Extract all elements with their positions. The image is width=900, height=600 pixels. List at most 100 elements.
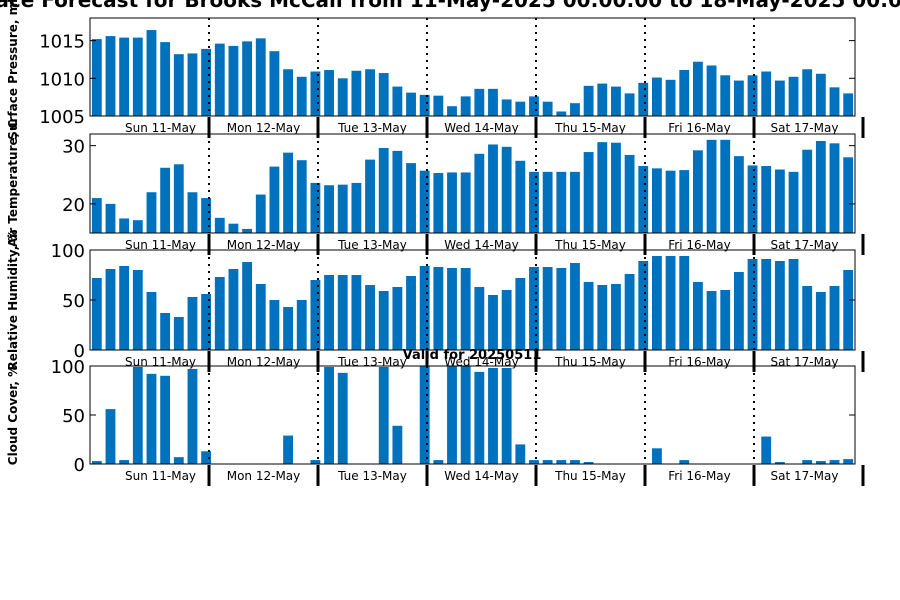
cloud-cover-bar (378, 366, 389, 464)
pressure-ytick-label: 1005 (39, 107, 85, 128)
pressure-bar (774, 80, 785, 116)
pressure-bar (747, 75, 758, 116)
temperature-bar (788, 171, 799, 233)
pressure-bar (173, 54, 184, 116)
pressure-bar (706, 65, 717, 116)
pressure-day-label: Fri 16-May (668, 121, 731, 135)
humidity-bar (378, 291, 389, 350)
temperature-bar (419, 170, 430, 233)
pressure-bar (406, 92, 416, 116)
humidity-bar (337, 275, 348, 350)
humidity-bar (788, 259, 799, 350)
temperature-bar (160, 167, 171, 233)
cloud-cover-bar (187, 368, 198, 464)
temperature-bar (105, 203, 116, 233)
temperature-bar (378, 147, 389, 233)
valid-date-label: Valid for 20250511 (403, 348, 542, 363)
pressure-bar (242, 41, 253, 117)
pressure-bar (132, 37, 143, 116)
temperature-bar (187, 192, 198, 233)
humidity-ytick-label: 50 (62, 291, 85, 312)
humidity-bar (843, 270, 854, 350)
cloud-cover-day-label: Fri 16-May (668, 469, 731, 483)
humidity-bar (173, 317, 184, 350)
pressure-bar (665, 79, 676, 116)
cloud-cover-bar (201, 451, 212, 464)
pressure-bar (679, 70, 690, 116)
humidity-day-label: Tue 13-May (337, 355, 407, 369)
humidity-day-label: Sun 11-May (125, 355, 196, 369)
humidity-bar (310, 280, 321, 350)
temperature-bar (529, 171, 539, 233)
pressure-bar (365, 69, 375, 116)
pressure-bar (488, 88, 498, 116)
temperature-bar (829, 143, 840, 233)
temperature-bar (556, 171, 567, 233)
humidity-bar (269, 300, 280, 350)
pressure-bar (788, 76, 799, 116)
temperature-bar (337, 184, 348, 233)
temperature-bar (624, 154, 635, 233)
humidity-bar (228, 269, 239, 350)
pressure-bar (419, 94, 430, 116)
cloud-cover-day-label: Tue 13-May (337, 469, 407, 483)
pressure-day-label: Thu 15-May (554, 121, 626, 135)
pressure-bar (720, 75, 731, 116)
cloud-cover-ytick-label: 100 (51, 357, 85, 378)
temperature-bar (255, 194, 266, 233)
cloud-cover-bar (829, 460, 840, 464)
cloud-cover-bar (460, 366, 471, 464)
humidity-bar (474, 287, 485, 350)
cloud-cover-bar (556, 460, 567, 464)
humidity-bar (283, 307, 293, 350)
temperature-bar (611, 142, 621, 233)
pressure-bar (829, 87, 840, 116)
cloud-cover-bar (529, 460, 539, 464)
temperature-bar (119, 218, 130, 233)
temperature-day-label: Thu 15-May (554, 238, 626, 252)
cloud-cover-bar (433, 460, 444, 464)
temperature-bar (597, 142, 608, 233)
cloud-cover-bar (337, 372, 348, 464)
temperature-bar (638, 166, 649, 233)
temperature-bar (269, 166, 280, 233)
cloud-cover-axes-frame (89, 365, 856, 465)
temperature-day-label: Sat 17-May (771, 238, 839, 252)
temperature-bar (460, 172, 471, 233)
pressure-bar (187, 53, 198, 116)
pressure-bar (501, 99, 512, 116)
cloud-cover-bar (815, 461, 826, 464)
humidity-bar (324, 275, 334, 350)
cloud-cover-bar (392, 425, 403, 464)
cloud-cover-bar (105, 409, 116, 464)
cloud-cover-bar (802, 460, 813, 464)
pressure-bar (160, 42, 171, 117)
humidity-bar (679, 256, 690, 350)
humidity-bar (296, 300, 307, 350)
pressure-bar (761, 71, 772, 116)
cloud-cover-panel: Sun 11-May Mon 12-May Tue 13-May Wed 14-May… (6, 357, 865, 486)
cloud-cover-day-label: Sat 17-May (771, 469, 839, 483)
temperature-bar (542, 171, 553, 233)
temperature-bar (392, 150, 403, 233)
temperature-bar (720, 139, 731, 233)
humidity-bar (624, 274, 635, 350)
pressure-bar (611, 86, 621, 116)
pressure-day-label: Mon 12-May (227, 121, 301, 135)
temperature-day-label: Wed 14-May (444, 238, 518, 252)
temperature-bar (214, 217, 225, 233)
humidity-day-label: Fri 16-May (668, 355, 731, 369)
pressure-bar (652, 77, 662, 116)
humidity-ytick-label: 100 (51, 241, 85, 262)
cloud-cover-bar (310, 460, 321, 464)
temperature-bar (173, 164, 184, 233)
pressure-bar (91, 39, 102, 116)
pressure-bar (351, 70, 362, 116)
cloud-cover-bar (173, 457, 184, 464)
humidity-bar (652, 256, 662, 350)
pressure-bar (310, 71, 321, 116)
cloud-cover-bar (843, 459, 854, 464)
pressure-bar (624, 93, 635, 116)
humidity-bar (214, 277, 225, 350)
humidity-bar (447, 268, 457, 350)
